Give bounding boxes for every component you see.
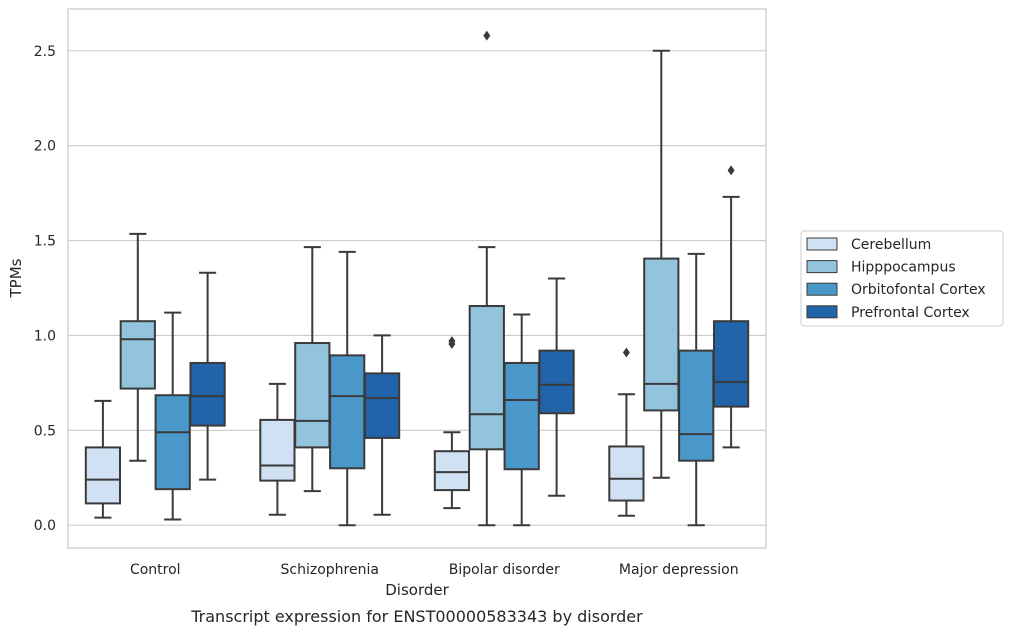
- y-tick-label: 0.0: [34, 518, 56, 534]
- box-group: [363, 334, 401, 516]
- legend-label: Prefrontal Cortex: [851, 305, 970, 321]
- legend-label: Cerebellum: [851, 237, 931, 253]
- plot-area-frame: [67, 8, 767, 549]
- y-tick-label: 1.5: [34, 234, 56, 250]
- box-group: [329, 250, 366, 527]
- box-iqr: [294, 342, 331, 449]
- box-group: [503, 313, 540, 527]
- box-iqr: [84, 446, 122, 505]
- boxes: [84, 30, 750, 527]
- box-iqr: [503, 361, 540, 471]
- box-group: [643, 49, 680, 479]
- x-tick-label: Control: [130, 562, 181, 578]
- box-group: [608, 347, 645, 517]
- box-iqr: [363, 372, 401, 439]
- box-group: [294, 246, 331, 493]
- legend: Cerebellum Hipppocampus Orbitofontal Corte…: [800, 230, 1004, 327]
- box-iqr: [154, 394, 191, 491]
- box-iqr: [259, 418, 296, 482]
- box-iqr: [712, 320, 750, 408]
- box-group: [154, 311, 191, 521]
- box-iqr: [468, 305, 505, 451]
- box-group: [189, 271, 226, 481]
- box-iqr: [643, 257, 680, 412]
- outlier-point: [483, 30, 491, 41]
- x-tick-label: Bipolar disorder: [449, 562, 560, 578]
- x-tick-label: Major depression: [619, 562, 739, 578]
- legend-swatch: [806, 305, 838, 319]
- box-group: [468, 30, 505, 527]
- legend-swatch: [806, 282, 838, 296]
- outlier-point: [448, 336, 456, 347]
- box-group: [119, 232, 156, 462]
- y-axis-label: TPMs: [7, 258, 25, 298]
- box-iqr: [189, 361, 226, 427]
- box-iqr: [329, 354, 366, 470]
- y-tick-label: 2.5: [34, 44, 56, 60]
- box-group: [433, 336, 471, 510]
- y-tick-label: 0.5: [34, 423, 56, 439]
- box-group: [84, 399, 122, 519]
- box-iqr: [608, 445, 645, 502]
- box-iqr: [538, 349, 575, 415]
- legend-swatch: [806, 260, 838, 274]
- box-group: [259, 382, 296, 516]
- legend-swatch: [806, 237, 838, 251]
- box-iqr: [119, 320, 156, 390]
- y-tick-label: 1.0: [34, 328, 56, 344]
- x-axis-ticks: Control Schizophrenia Bipolar disorder Majo…: [130, 562, 739, 578]
- legend-frame: [800, 230, 1004, 327]
- box-iqr: [433, 450, 471, 492]
- x-tick-label: Schizophrenia: [281, 562, 379, 578]
- outlier-point: [622, 347, 630, 358]
- box-iqr: [678, 349, 715, 462]
- legend-label: Hipppocampus: [851, 260, 956, 276]
- legend-label: Orbitofontal Cortex: [851, 282, 986, 298]
- y-axis-ticks: 0.0 0.5 1.0 1.5 2.0 2.5: [34, 44, 56, 534]
- x-axis-label: Disorder: [385, 581, 449, 599]
- box-group: [678, 252, 715, 527]
- outlier-point: [727, 165, 735, 176]
- box-group: [712, 165, 750, 449]
- y-tick-label: 2.0: [34, 139, 56, 155]
- box-group: [538, 277, 575, 497]
- chart-caption: Transcript expression for ENST0000058334…: [190, 607, 643, 626]
